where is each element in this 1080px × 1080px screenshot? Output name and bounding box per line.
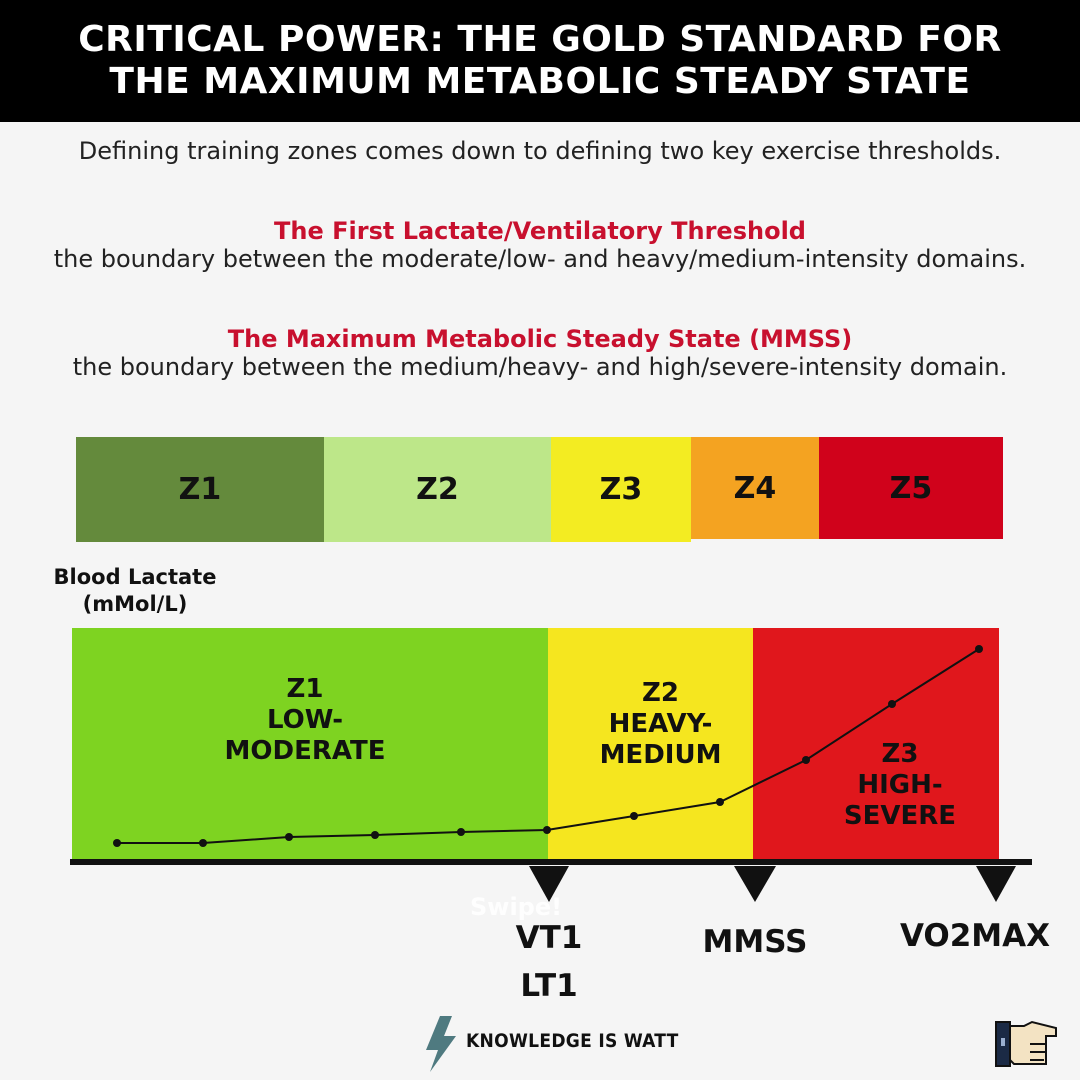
zone-bar-z4: Z4 [691,437,819,539]
region-z1-background [72,628,548,862]
vo2max-marker-triangle [976,866,1016,902]
region-z3-line1: Z3 [881,739,919,769]
zone-bar-z1-label: Z1 [178,472,222,507]
region-z1-line1: Z1 [286,674,324,704]
curve-point [888,700,896,708]
threshold-2-description: the boundary between the medium/heavy- a… [72,353,1008,381]
swipe-hint: Swipe! [470,893,563,921]
mmss-marker-triangle [734,866,776,902]
y-axis-label-line2: (mMol/L) [82,592,188,616]
pointing-hand-icon[interactable] [995,1020,1057,1067]
region-z2-line2: HEAVY- [608,709,713,739]
zone-bar-z4-label: Z4 [733,470,777,506]
region-z3-label: Z3 HIGH- SEVERE [800,739,1000,832]
zone-bar-z3: Z3 [551,437,691,542]
lt1-label: LT1 [520,968,578,1004]
region-z1-line3: MODERATE [224,736,386,766]
zone-bar-z3-label: Z3 [599,472,643,507]
threshold-1-title: The First Lactate/Ventilatory Threshold [274,217,806,245]
region-z2-background [548,628,753,862]
region-z2-line3: MEDIUM [599,740,722,770]
curve-point [630,812,638,820]
mmss-label: MMSS [702,924,808,960]
y-axis-label-line1: Blood Lactate [53,565,217,589]
region-z1-label: Z1 LOW- MODERATE [72,674,538,767]
curve-point [285,833,293,841]
threshold-1-description: the boundary between the moderate/low- a… [53,245,1027,273]
curve-point [371,831,379,839]
curve-point [716,798,724,806]
lightning-bolt-icon [426,1016,456,1072]
vo2max-label: VO2MAX [899,918,1051,954]
region-z3-line3: SEVERE [843,801,957,831]
curve-point [113,839,121,847]
zone-bar-z5: Z5 [819,437,1003,539]
region-z2-line1: Z2 [642,678,679,708]
title-line-2: THE MAXIMUM METABOLIC STEADY STATE [109,61,971,102]
zone-bar-z2: Z2 [324,437,551,542]
curve-point [457,828,465,836]
region-z2-label: Z2 HEAVY- MEDIUM [548,678,773,771]
vt1-marker-triangle [529,866,569,902]
region-z1-line2: LOW- [266,705,344,735]
zone-bar-z1: Z1 [76,437,324,542]
lactate-curve-points [113,645,983,847]
curve-point [199,839,207,847]
region-z3-line2: HIGH- [857,770,943,800]
region-z3-background [753,628,999,862]
threshold-2-title: The Maximum Metabolic Steady State (MMSS… [227,325,853,353]
brand-name: KNOWLEDGE IS WATT [466,1030,679,1052]
header-banner: CRITICAL POWER: THE GOLD STANDARD FOR TH… [0,0,1080,122]
vt1-label: VT1 [515,920,583,956]
y-axis-label: Blood Lactate (mMol/L) [30,564,240,618]
intro-text: Defining training zones comes down to de… [78,137,1002,165]
curve-point [543,826,551,834]
title-line-1: CRITICAL POWER: THE GOLD STANDARD FOR [78,19,1002,60]
zone-bar-z2-label: Z2 [416,472,459,507]
curve-point [975,645,983,653]
zone-bar-z5-label: Z5 [889,470,933,506]
curve-point [802,756,810,764]
